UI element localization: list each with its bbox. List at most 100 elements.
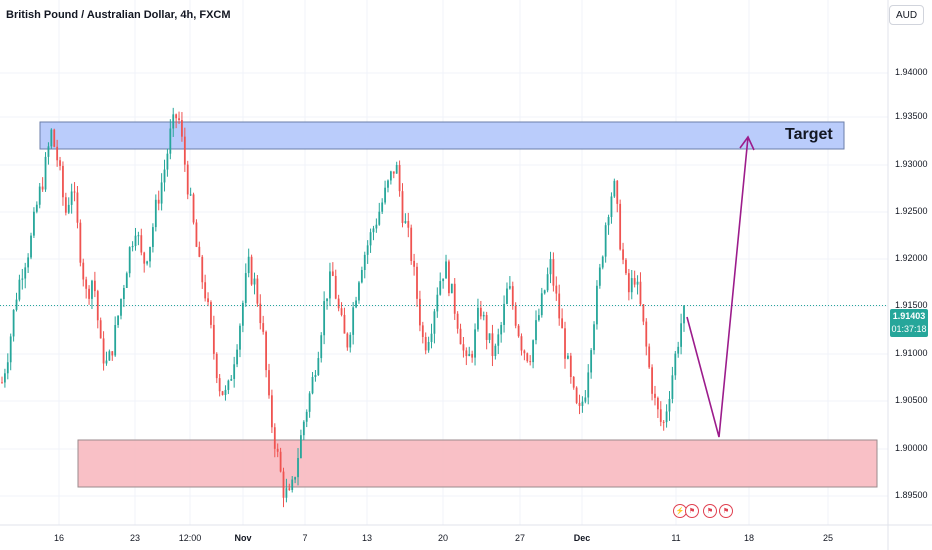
candle-body: [215, 353, 218, 379]
candle-body: [387, 180, 389, 188]
candle-body: [677, 346, 680, 354]
candle-body: [230, 378, 233, 381]
candle-body: [291, 479, 294, 490]
candle-body: [320, 335, 323, 359]
candle-body: [616, 180, 619, 204]
candle-body: [337, 298, 340, 309]
candle-body: [160, 182, 163, 204]
candle-body: [44, 156, 47, 190]
candle-body: [378, 211, 381, 225]
candle-body: [537, 315, 540, 321]
candle-body: [523, 350, 526, 354]
candle-body: [427, 341, 430, 351]
candle-body: [297, 458, 299, 478]
candle-body: [392, 171, 395, 174]
current-price-value: 1.91403: [892, 311, 926, 321]
candle-body: [349, 334, 352, 348]
candle-body: [430, 333, 433, 342]
candle-body: [70, 191, 73, 205]
candle-countdown: 01:37:18: [891, 324, 927, 334]
candle-body: [192, 194, 195, 223]
candle-body: [73, 191, 76, 193]
candle-body: [587, 372, 590, 398]
candle-body: [33, 211, 35, 236]
candle-body: [273, 427, 276, 449]
price-tick: 1.90500: [895, 395, 928, 405]
candle-body: [683, 305, 685, 324]
candle-body: [598, 267, 601, 286]
candle-body: [265, 331, 267, 371]
currency-button[interactable]: AUD: [889, 5, 924, 25]
candle-body: [56, 146, 59, 161]
candle-body: [329, 271, 331, 299]
candle-body: [535, 320, 537, 341]
candle-body: [575, 387, 578, 403]
candle-body: [134, 235, 137, 247]
candle-body: [665, 411, 668, 423]
candle-body: [340, 308, 343, 315]
flag-icon[interactable]: ⚑: [685, 504, 699, 518]
flag-icon[interactable]: ⚑: [703, 504, 717, 518]
candle-body: [520, 336, 523, 351]
candle-body: [369, 232, 372, 246]
flag-icon[interactable]: ⚑: [719, 504, 733, 518]
candle-body: [152, 227, 154, 247]
candle-body: [9, 336, 12, 363]
candle-body: [372, 228, 375, 233]
target-label: Target: [785, 126, 833, 143]
candle-body: [82, 262, 85, 280]
candle-body: [146, 261, 149, 264]
candle-body: [4, 373, 6, 383]
candle-body: [375, 224, 378, 229]
candle-body: [270, 395, 273, 428]
support-zone[interactable]: [77, 439, 878, 488]
candle-body: [395, 165, 398, 174]
candle-body: [30, 235, 32, 258]
resistance-zone[interactable]: [39, 121, 845, 150]
candle-body: [601, 256, 604, 268]
candle-body: [410, 227, 413, 261]
candle-body: [532, 340, 534, 363]
candle-body: [300, 435, 302, 459]
projection-arrow[interactable]: [686, 136, 749, 438]
candle-body: [122, 287, 125, 300]
candle-body: [154, 199, 157, 228]
time-tick: 27: [514, 533, 526, 543]
candle-body: [398, 165, 401, 192]
price-tick: 1.93000: [895, 159, 928, 169]
candle-body: [416, 266, 418, 299]
time-tick: 7: [302, 533, 308, 543]
candle-body: [137, 235, 140, 237]
candle-body: [166, 153, 169, 170]
candle-body: [120, 299, 122, 316]
candle-body: [198, 246, 201, 257]
candle-body: [125, 273, 128, 288]
candle-body: [253, 278, 256, 285]
candle-body: [610, 196, 613, 218]
candle-body: [169, 128, 172, 154]
candle-body: [88, 288, 90, 299]
candle-body: [128, 247, 131, 274]
candle-body: [218, 378, 221, 392]
candle-body: [331, 271, 334, 276]
candle-body: [630, 278, 633, 293]
price-tick: 1.92500: [895, 206, 928, 216]
time-tick: 25: [822, 533, 834, 543]
candle-body: [236, 349, 238, 365]
candle-body: [659, 409, 662, 422]
candle-body: [93, 280, 96, 292]
time-tick: Nov: [234, 533, 252, 543]
candle-body: [389, 171, 392, 181]
candle-body: [401, 191, 404, 223]
candle-body: [564, 328, 566, 359]
candle-body: [543, 290, 546, 294]
candle-body: [181, 120, 183, 137]
candle-body: [38, 186, 41, 205]
candle-body: [343, 314, 346, 334]
candle-body: [419, 298, 421, 326]
candle-body: [474, 329, 476, 358]
candle-body: [21, 278, 24, 280]
candle-body: [514, 305, 517, 326]
candle-body: [459, 328, 462, 345]
